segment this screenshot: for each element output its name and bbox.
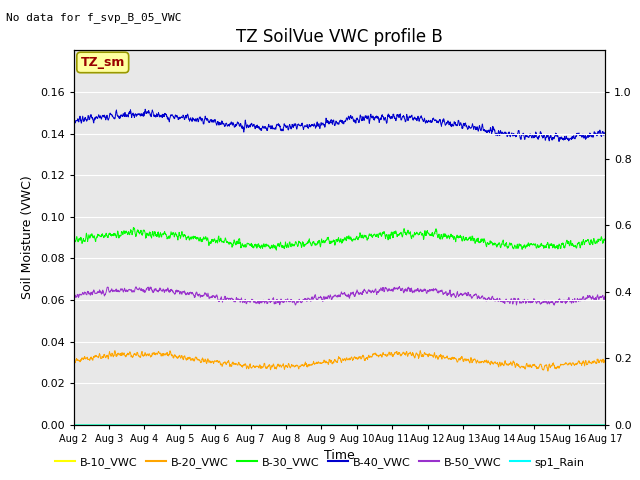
B-20_VWC bbox=[366, 354, 374, 360]
B-30_VWC bbox=[367, 233, 374, 239]
B-50_VWC bbox=[70, 291, 77, 297]
B-40_VWC bbox=[218, 118, 226, 124]
B-40_VWC bbox=[70, 119, 77, 124]
B-10_VWC bbox=[355, 422, 362, 428]
B-50_VWC bbox=[396, 284, 403, 289]
B-30_VWC bbox=[569, 242, 577, 248]
sp1_Rain bbox=[355, 422, 362, 428]
B-20_VWC bbox=[70, 359, 77, 365]
B-50_VWC bbox=[366, 288, 374, 294]
B-50_VWC bbox=[601, 293, 609, 299]
B-30_VWC bbox=[601, 237, 609, 243]
B-10_VWC bbox=[218, 422, 225, 428]
B-20_VWC bbox=[493, 360, 501, 365]
sp1_Rain bbox=[554, 422, 562, 428]
B-10_VWC bbox=[554, 422, 562, 428]
Line: B-40_VWC: B-40_VWC bbox=[74, 109, 605, 142]
Y-axis label: Rain: Rain bbox=[636, 224, 640, 252]
Line: B-30_VWC: B-30_VWC bbox=[74, 228, 605, 250]
B-10_VWC bbox=[569, 422, 577, 428]
B-50_VWC bbox=[355, 290, 362, 296]
B-30_VWC bbox=[554, 245, 562, 251]
B-20_VWC bbox=[601, 358, 609, 363]
sp1_Rain bbox=[493, 422, 501, 428]
sp1_Rain bbox=[601, 422, 609, 428]
X-axis label: Time: Time bbox=[324, 449, 355, 462]
sp1_Rain bbox=[366, 422, 374, 428]
B-10_VWC bbox=[493, 422, 501, 428]
B-20_VWC bbox=[569, 360, 577, 366]
sp1_Rain bbox=[70, 422, 77, 428]
B-20_VWC bbox=[218, 363, 226, 369]
B-10_VWC bbox=[366, 422, 374, 428]
B-20_VWC bbox=[544, 368, 552, 374]
B-50_VWC bbox=[218, 297, 225, 302]
B-30_VWC bbox=[129, 225, 137, 230]
B-30_VWC bbox=[218, 240, 226, 245]
B-40_VWC bbox=[554, 134, 562, 140]
B-50_VWC bbox=[554, 299, 562, 305]
Text: TZ_sm: TZ_sm bbox=[81, 56, 125, 69]
B-20_VWC bbox=[111, 348, 119, 354]
B-40_VWC bbox=[555, 139, 563, 144]
B-30_VWC bbox=[273, 247, 280, 253]
B-30_VWC bbox=[355, 235, 363, 241]
Line: B-20_VWC: B-20_VWC bbox=[74, 351, 605, 371]
B-40_VWC bbox=[366, 116, 374, 122]
B-20_VWC bbox=[355, 354, 362, 360]
B-10_VWC bbox=[70, 422, 77, 428]
B-50_VWC bbox=[569, 298, 577, 304]
Y-axis label: Soil Moisture (VWC): Soil Moisture (VWC) bbox=[21, 176, 35, 300]
Legend: B-10_VWC, B-20_VWC, B-30_VWC, B-40_VWC, B-50_VWC, sp1_Rain: B-10_VWC, B-20_VWC, B-30_VWC, B-40_VWC, … bbox=[51, 452, 589, 472]
B-40_VWC bbox=[141, 107, 149, 112]
Title: TZ SoilVue VWC profile B: TZ SoilVue VWC profile B bbox=[236, 28, 443, 46]
B-20_VWC bbox=[554, 365, 562, 371]
Line: B-50_VWC: B-50_VWC bbox=[74, 287, 605, 305]
sp1_Rain bbox=[218, 422, 225, 428]
sp1_Rain bbox=[569, 422, 577, 428]
B-40_VWC bbox=[601, 130, 609, 135]
B-40_VWC bbox=[569, 134, 577, 140]
B-40_VWC bbox=[355, 120, 362, 125]
B-10_VWC bbox=[601, 422, 609, 428]
B-30_VWC bbox=[70, 235, 77, 240]
B-30_VWC bbox=[494, 242, 502, 248]
B-40_VWC bbox=[493, 132, 501, 137]
Text: No data for f_svp_B_05_VWC: No data for f_svp_B_05_VWC bbox=[6, 12, 182, 23]
B-50_VWC bbox=[493, 295, 501, 301]
B-50_VWC bbox=[550, 302, 558, 308]
